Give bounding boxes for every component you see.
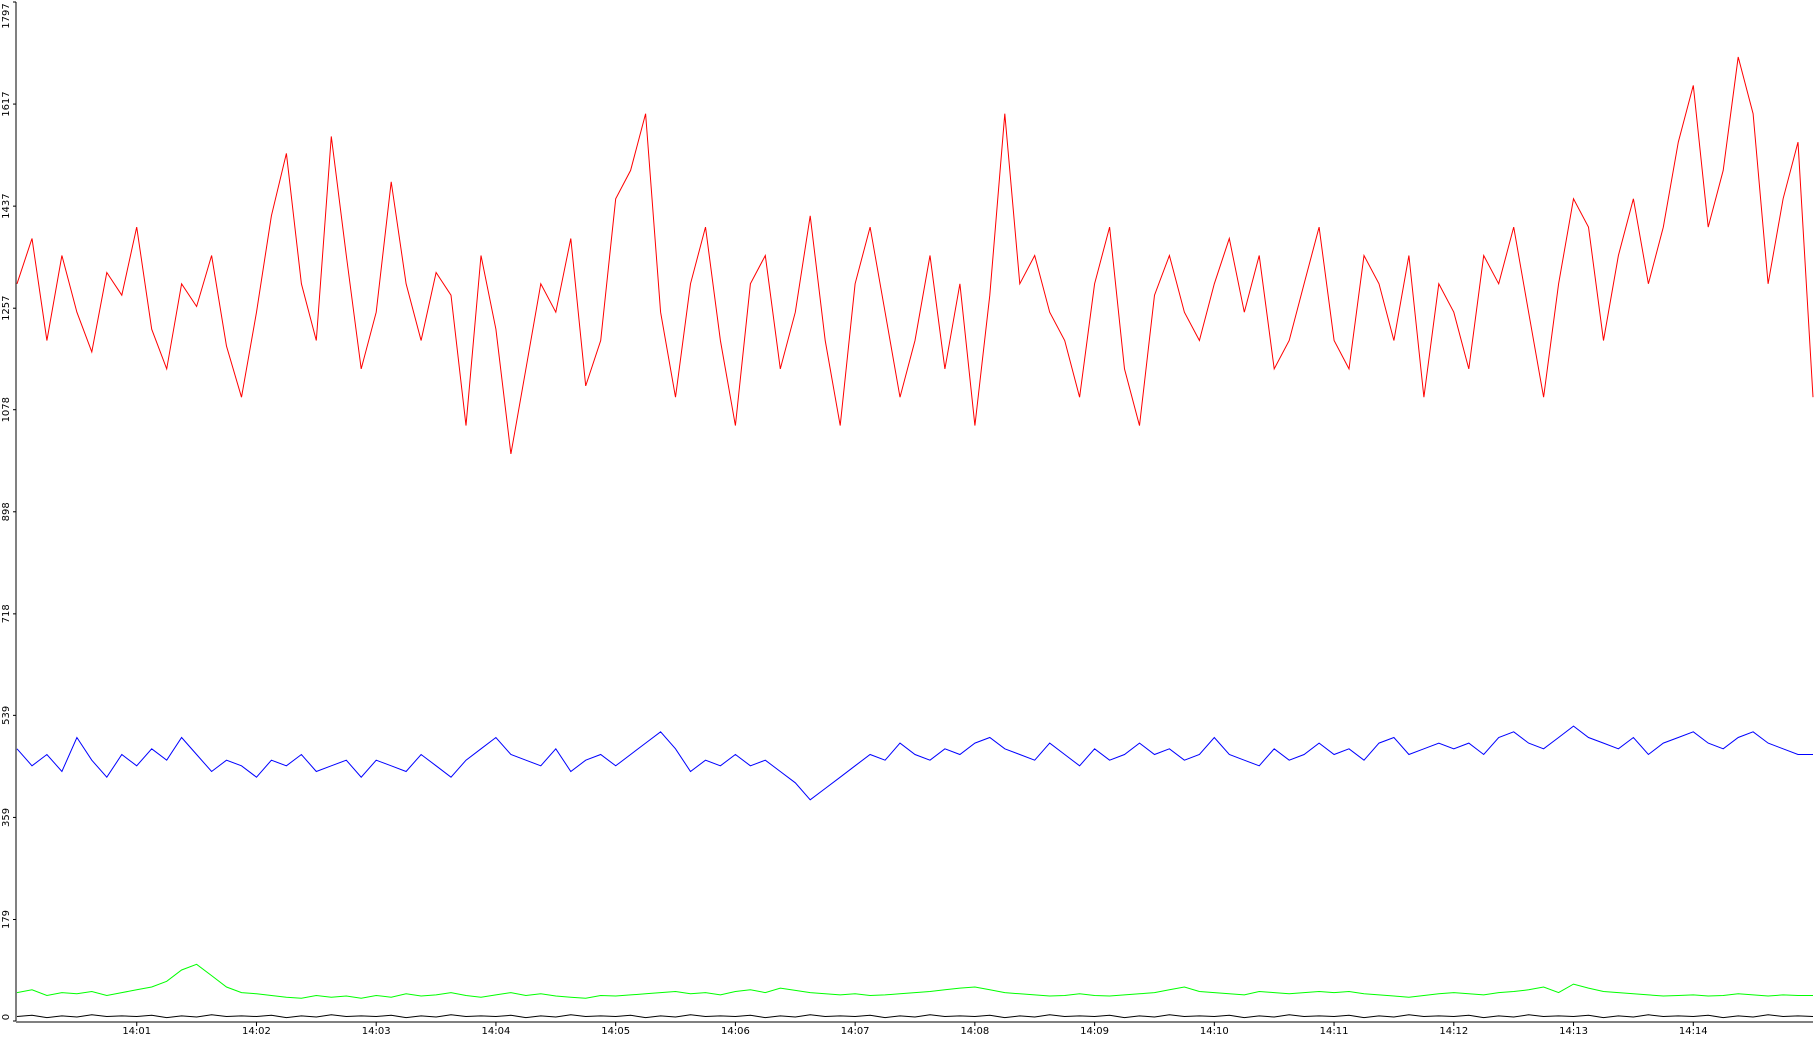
y-tick-label: 1617: [1, 91, 12, 116]
x-tick-label: 14:04: [482, 1026, 511, 1037]
series-line: [16, 725, 1813, 801]
series-line: [16, 56, 1814, 454]
x-tick-label: 14:12: [1439, 1026, 1468, 1037]
y-tick-label: 1078: [1, 397, 12, 422]
x-tick-label: 14:05: [601, 1026, 630, 1037]
x-tick-label: 14:03: [362, 1026, 391, 1037]
y-tick-label: 718: [1, 604, 12, 623]
y-tick-label: 898: [1, 502, 12, 521]
x-tick-label: 14:11: [1320, 1026, 1349, 1037]
x-tick-label: 14:10: [1200, 1026, 1229, 1037]
x-tick-label: 14:13: [1559, 1026, 1588, 1037]
x-tick-label: 14:09: [1080, 1026, 1109, 1037]
x-tick-label: 14:14: [1679, 1026, 1708, 1037]
y-tick-label: 359: [1, 808, 12, 827]
series-line: [16, 1014, 1814, 1019]
x-tick-label: 14:01: [122, 1026, 151, 1037]
series-line: [16, 963, 1813, 999]
y-tick-label: 179: [1, 910, 12, 929]
y-tick-label: 0: [1, 1014, 12, 1020]
x-tick-label: 14:06: [721, 1026, 750, 1037]
y-tick-label: 1437: [1, 193, 12, 218]
y-tick-label: 1257: [1, 295, 12, 320]
x-tick-label: 14:07: [841, 1026, 870, 1037]
y-tick-label: 539: [1, 706, 12, 725]
x-tick-label: 14:08: [960, 1026, 989, 1037]
x-tick-label: 14:02: [242, 1026, 271, 1037]
y-tick-label: 1797: [1, 3, 12, 28]
